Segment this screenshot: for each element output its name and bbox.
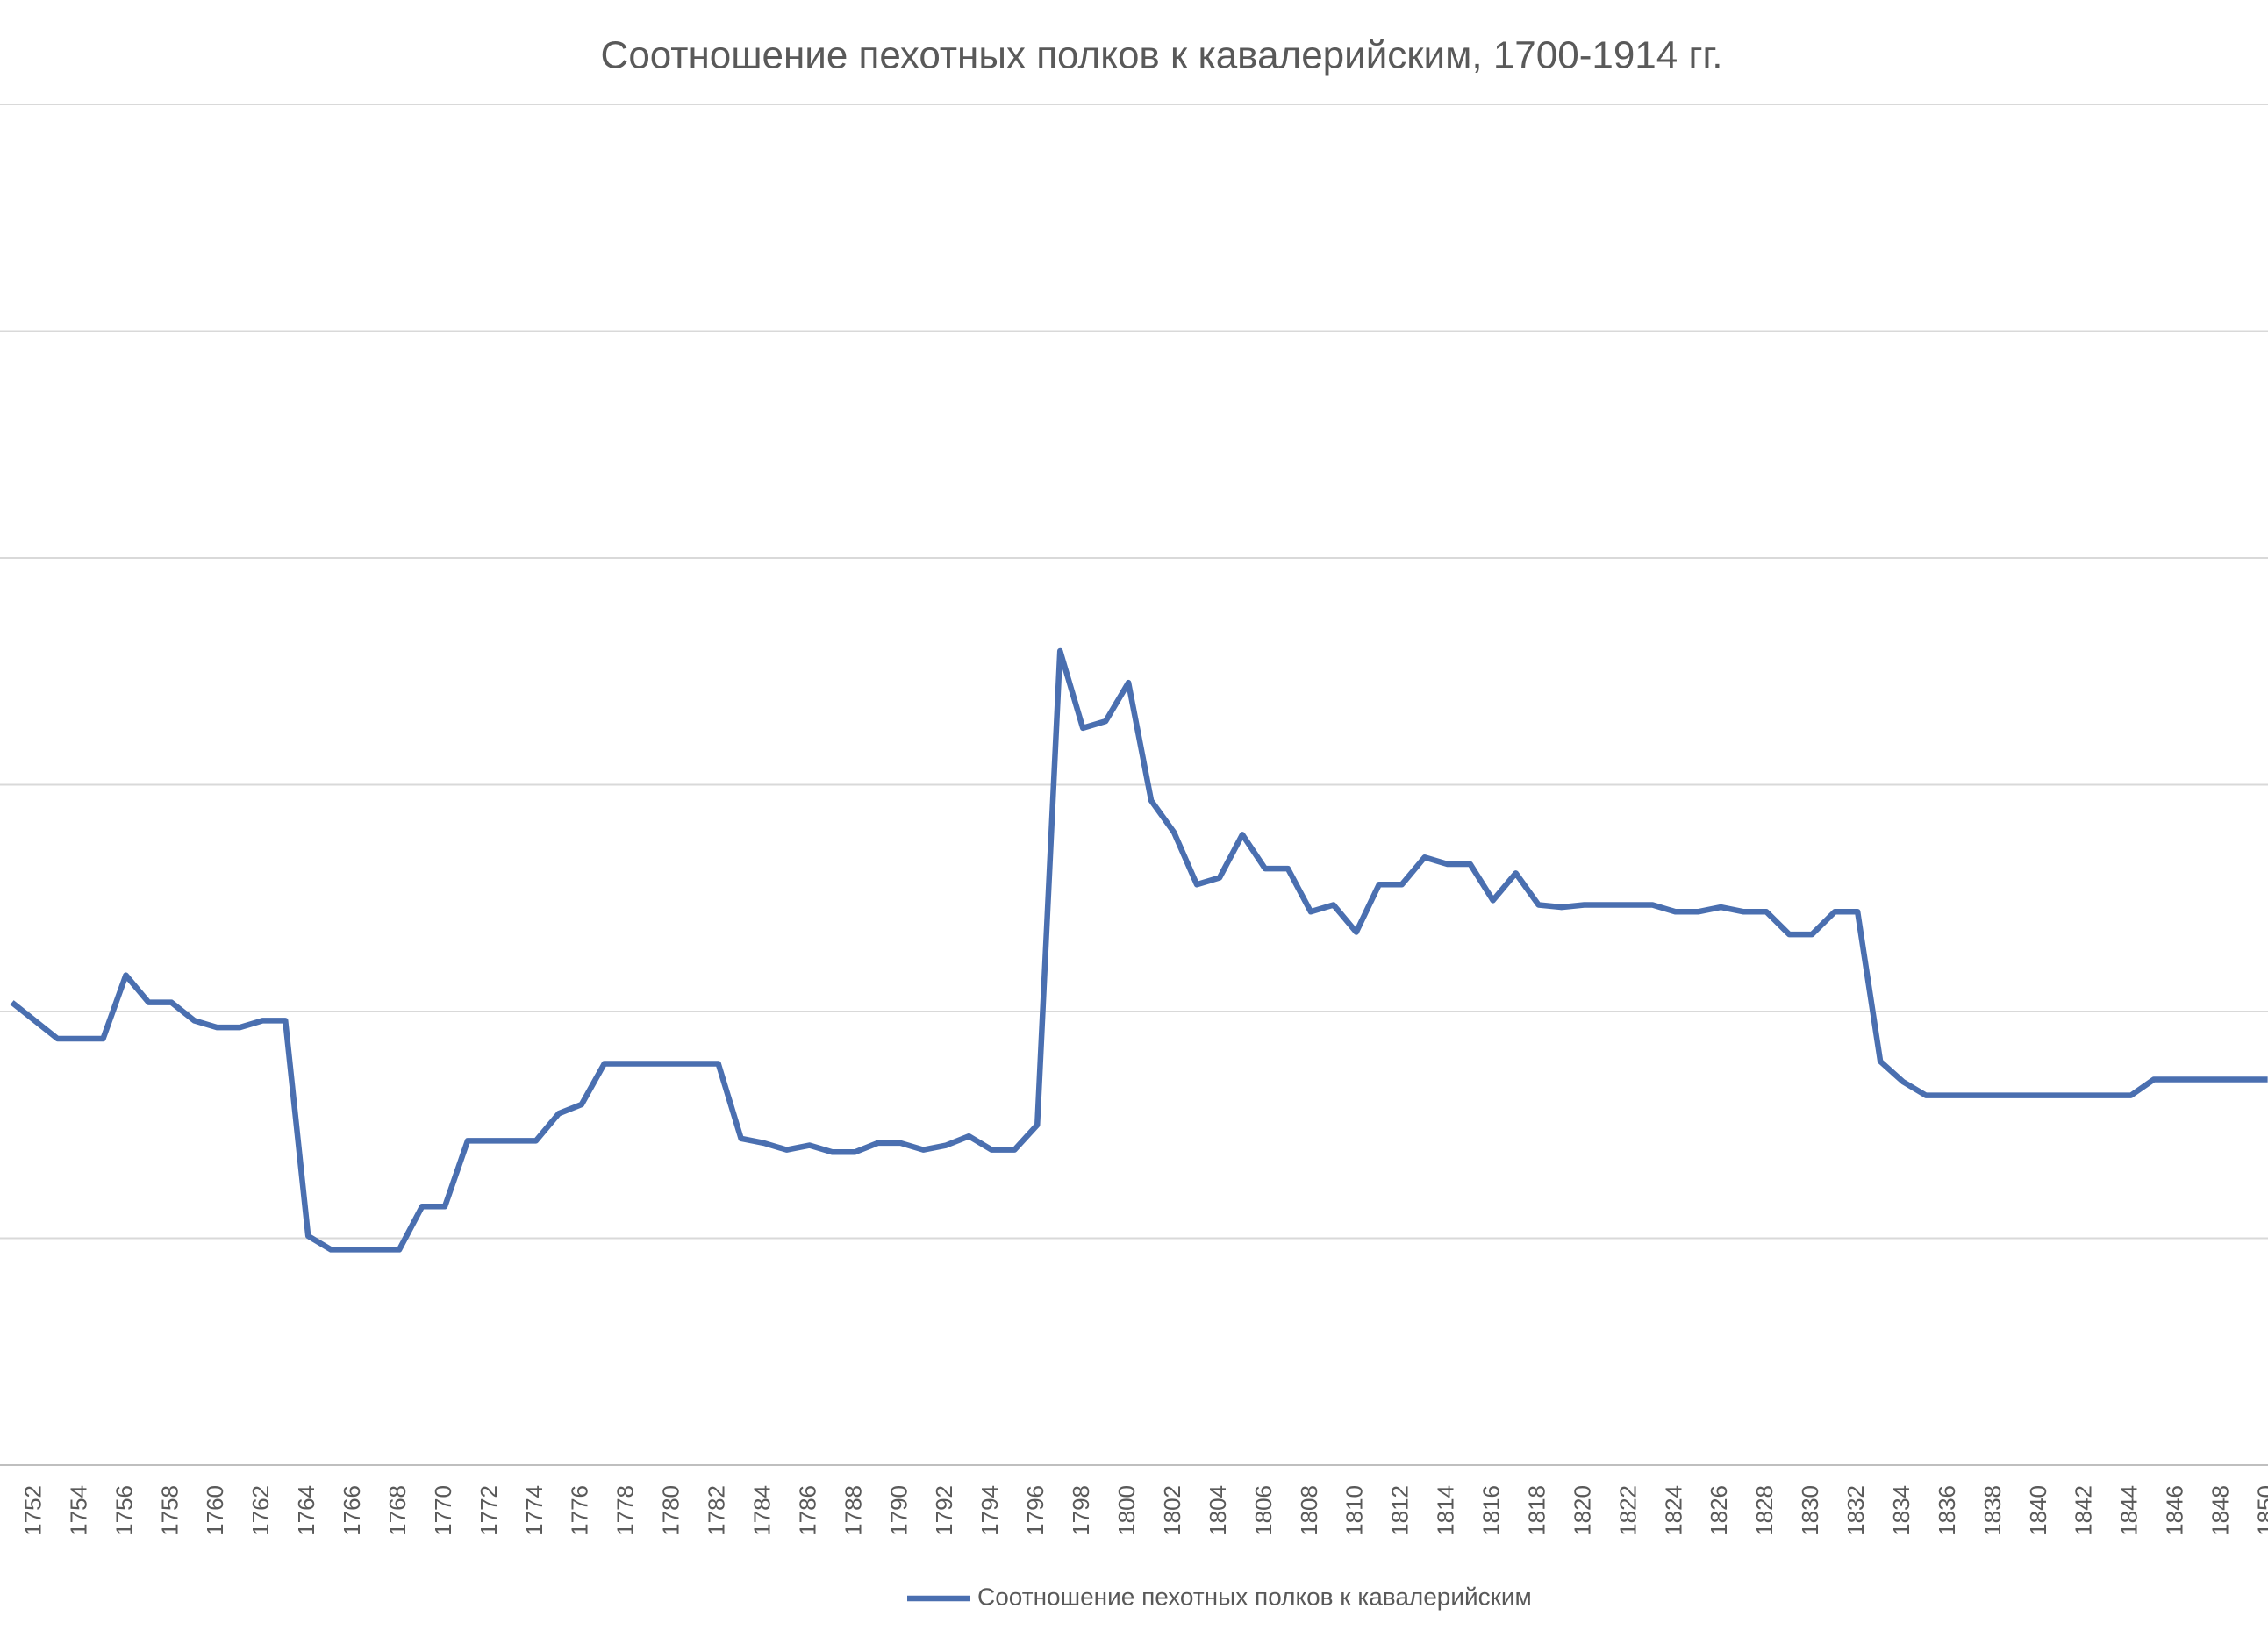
x-tick-label: 1822 (1614, 1485, 1641, 1536)
x-tick-label: 1846 (2162, 1485, 2188, 1536)
x-tick-label: 1806 (1250, 1485, 1277, 1536)
x-tick-label: 1832 (1842, 1485, 1869, 1536)
x-tick-label: 1812 (1387, 1485, 1413, 1536)
x-tick-label: 1834 (1888, 1485, 1914, 1536)
data-line (10, 647, 2268, 1253)
x-tick-label: 1756 (111, 1485, 137, 1536)
x-tick-label: 1804 (1205, 1485, 1231, 1536)
x-tick-label: 1798 (1068, 1485, 1094, 1536)
x-tick-label: 1844 (2116, 1485, 2143, 1536)
x-tick-label: 1758 (156, 1485, 182, 1536)
x-tick-label: 1810 (1341, 1485, 1368, 1536)
x-tick-label: 1792 (931, 1485, 957, 1536)
x-tick-label: 1752 (19, 1485, 46, 1536)
x-tick-label: 1782 (704, 1485, 730, 1536)
x-tick-label: 1818 (1523, 1485, 1549, 1536)
x-tick-label: 1826 (1706, 1485, 1732, 1536)
x-tick-label: 1842 (2071, 1485, 2097, 1536)
x-tick-label: 1778 (612, 1485, 639, 1536)
x-tick-label: 1820 (1569, 1485, 1595, 1536)
legend-label: Соотношение пехотных полков к кавалерийс… (977, 1583, 1532, 1610)
x-tick-label: 1790 (885, 1485, 912, 1536)
x-tick-label: 1814 (1433, 1485, 1459, 1536)
x-tick-label: 1764 (293, 1485, 319, 1536)
x-tick-label: 1840 (2025, 1485, 2051, 1536)
x-tick-label: 1770 (430, 1485, 456, 1536)
x-tick-label: 1772 (476, 1485, 502, 1536)
x-tick-label: 1796 (1022, 1485, 1048, 1536)
x-tick-label: 1786 (794, 1485, 820, 1536)
x-tick-label: 1780 (658, 1485, 684, 1536)
x-tick-label: 1802 (1159, 1485, 1185, 1536)
x-tick-label: 1784 (748, 1485, 775, 1536)
x-tick-label: 1768 (384, 1485, 411, 1536)
x-tick-label: 1830 (1797, 1485, 1823, 1536)
x-tick-label: 1838 (1979, 1485, 2006, 1536)
x-tick-label: 1754 (65, 1485, 91, 1536)
x-tick-label: 1774 (521, 1485, 547, 1536)
x-tick-label: 1766 (339, 1485, 365, 1536)
x-tick-label: 1794 (977, 1485, 1003, 1536)
x-tick-label: 1850 (2253, 1485, 2268, 1536)
x-tick-label: 1788 (840, 1485, 866, 1536)
x-tick-label: 1828 (1751, 1485, 1778, 1536)
x-tick-label: 1848 (2207, 1485, 2234, 1536)
x-tick-label: 1836 (1934, 1485, 1960, 1536)
x-tick-label: 1800 (1113, 1485, 1140, 1536)
x-tick-label: 1762 (247, 1485, 274, 1536)
chart-title: Соотношение пехотных полков к кавалерийс… (601, 34, 1723, 77)
x-tick-label: 1816 (1478, 1485, 1505, 1536)
x-tick-label: 1760 (202, 1485, 228, 1536)
x-tick-label: 1776 (567, 1485, 593, 1536)
x-tick-label: 1824 (1660, 1485, 1686, 1536)
x-tick-label: 1808 (1296, 1485, 1322, 1536)
